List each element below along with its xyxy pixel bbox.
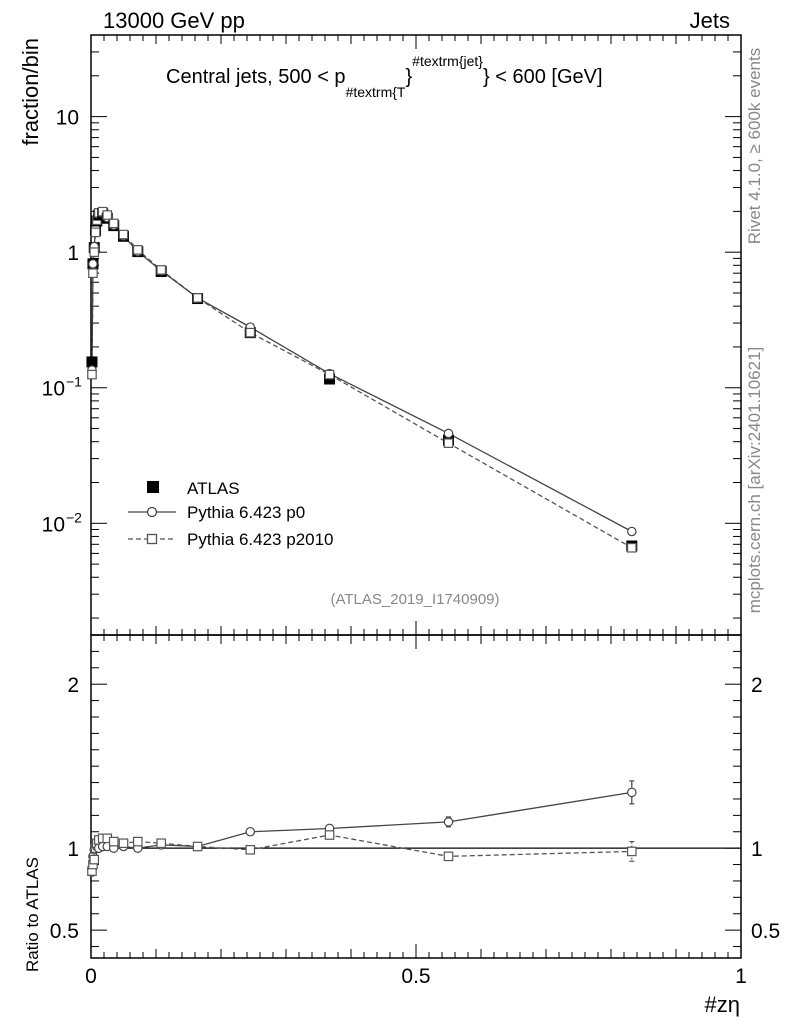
ratio-line-p2010: [91, 834, 632, 872]
data-point-p2010: [156, 265, 166, 275]
data-point-p0: [443, 428, 454, 439]
header-right: Jets: [690, 8, 730, 33]
data-point-p2010: [324, 369, 335, 380]
legend-label-p0: Pythia 6.423 p0: [187, 503, 305, 522]
rivet-label: Rivet 4.1.0, ≥ 600k events: [745, 48, 764, 244]
data-point-p2010: [245, 327, 256, 338]
ratio-ytick-label-right: 2: [751, 674, 763, 697]
data-point-p0: [88, 259, 98, 269]
ratio-ylabel: Ratio to ATLAS: [23, 857, 42, 972]
data-point-p2010: [108, 218, 119, 229]
xtick-label: 1: [735, 965, 747, 988]
data-point-p2010: [87, 369, 97, 380]
main-ytick-label: 10: [42, 378, 65, 401]
data-point-p2010: [192, 293, 203, 303]
legend: ATLAS Pythia 6.423 p0 Pythia 6.423 p2010: [128, 479, 334, 549]
ratio-point-p2010: [626, 846, 637, 857]
title-sup: #textrm{jet}: [412, 53, 483, 69]
ratio-ytick-label-right: 0.5: [751, 920, 780, 943]
ratio-point-p2010: [118, 838, 129, 849]
title-prefix: Central jets, 500 < p: [166, 66, 346, 88]
ratio-point-p2010: [443, 851, 454, 862]
data-point-p2010: [118, 229, 129, 240]
ratio-ytick-label-right: 1: [751, 838, 763, 861]
title-sub: #textrm{T: [346, 84, 406, 100]
ratio-plot-frame: 0 0.5 10.5 0.51 12 2: [50, 634, 780, 988]
ratio-point-p2010: [192, 841, 203, 852]
main-ytick-exponent: −2: [66, 509, 82, 525]
ratio-point-p2010: [133, 836, 143, 847]
ratio-ytick-label: 2: [67, 674, 79, 697]
xtick-label: 0.5: [401, 965, 430, 988]
ratio-point-p2010: [89, 854, 100, 865]
legend-marker-p2010: [146, 533, 158, 545]
data-point-p2010: [88, 268, 98, 278]
series-line-p0: [91, 212, 633, 533]
main-ytick-label: 10: [56, 107, 79, 130]
title-brace: }: [405, 66, 412, 88]
data-point-p2010: [443, 438, 454, 448]
data-point-p2010: [90, 227, 101, 238]
ratio-point-p2010: [245, 844, 256, 855]
title-suffix: } < 600 [GeV]: [483, 66, 603, 88]
ratio-point-p0: [626, 787, 637, 798]
legend-label-p2010: Pythia 6.423 p2010: [187, 530, 334, 549]
main-ytick-label: 10: [42, 513, 65, 536]
data-point-atlas: [86, 356, 98, 368]
ratio-point-p0: [245, 826, 256, 837]
ratio-point-p2010: [156, 838, 166, 849]
data-point-p2010: [133, 245, 143, 255]
plot-title: Central jets, 500 < p#textrm{T}#textrm{j…: [166, 53, 603, 100]
legend-marker-p0: [146, 506, 158, 518]
main-ytick-label: 1: [67, 242, 79, 265]
ratio-point-p2010: [108, 836, 119, 847]
legend-label-atlas: ATLAS: [187, 479, 240, 498]
main-ylabel: fraction/bin: [18, 38, 43, 146]
data-point-p2010: [626, 542, 637, 553]
data-point-p2010: [102, 210, 113, 220]
ratio-ytick-label: 0.5: [50, 920, 79, 943]
ratio-point-p0: [443, 817, 454, 827]
ratio-axes-box: [90, 634, 742, 959]
ratio-line-p0: [91, 791, 632, 870]
ratio-ytick-label: 1: [67, 838, 79, 861]
legend-marker-atlas: [147, 481, 159, 493]
data-point-p0: [626, 526, 637, 537]
data-point-p2010: [89, 247, 100, 257]
xlabel: #zη: [705, 992, 740, 1017]
analysis-id: (ATLAS_2019_I1740909): [330, 591, 499, 608]
ratio-point-p2010: [324, 830, 335, 840]
header-left: 13000 GeV pp: [103, 8, 245, 33]
series-line-p2010: [91, 210, 633, 549]
xtick-label: 0: [85, 965, 97, 988]
main-ytick-exponent: −1: [66, 374, 82, 390]
mcplots-label: mcplots.cern.ch [arXiv:2401.10621]: [745, 347, 764, 613]
